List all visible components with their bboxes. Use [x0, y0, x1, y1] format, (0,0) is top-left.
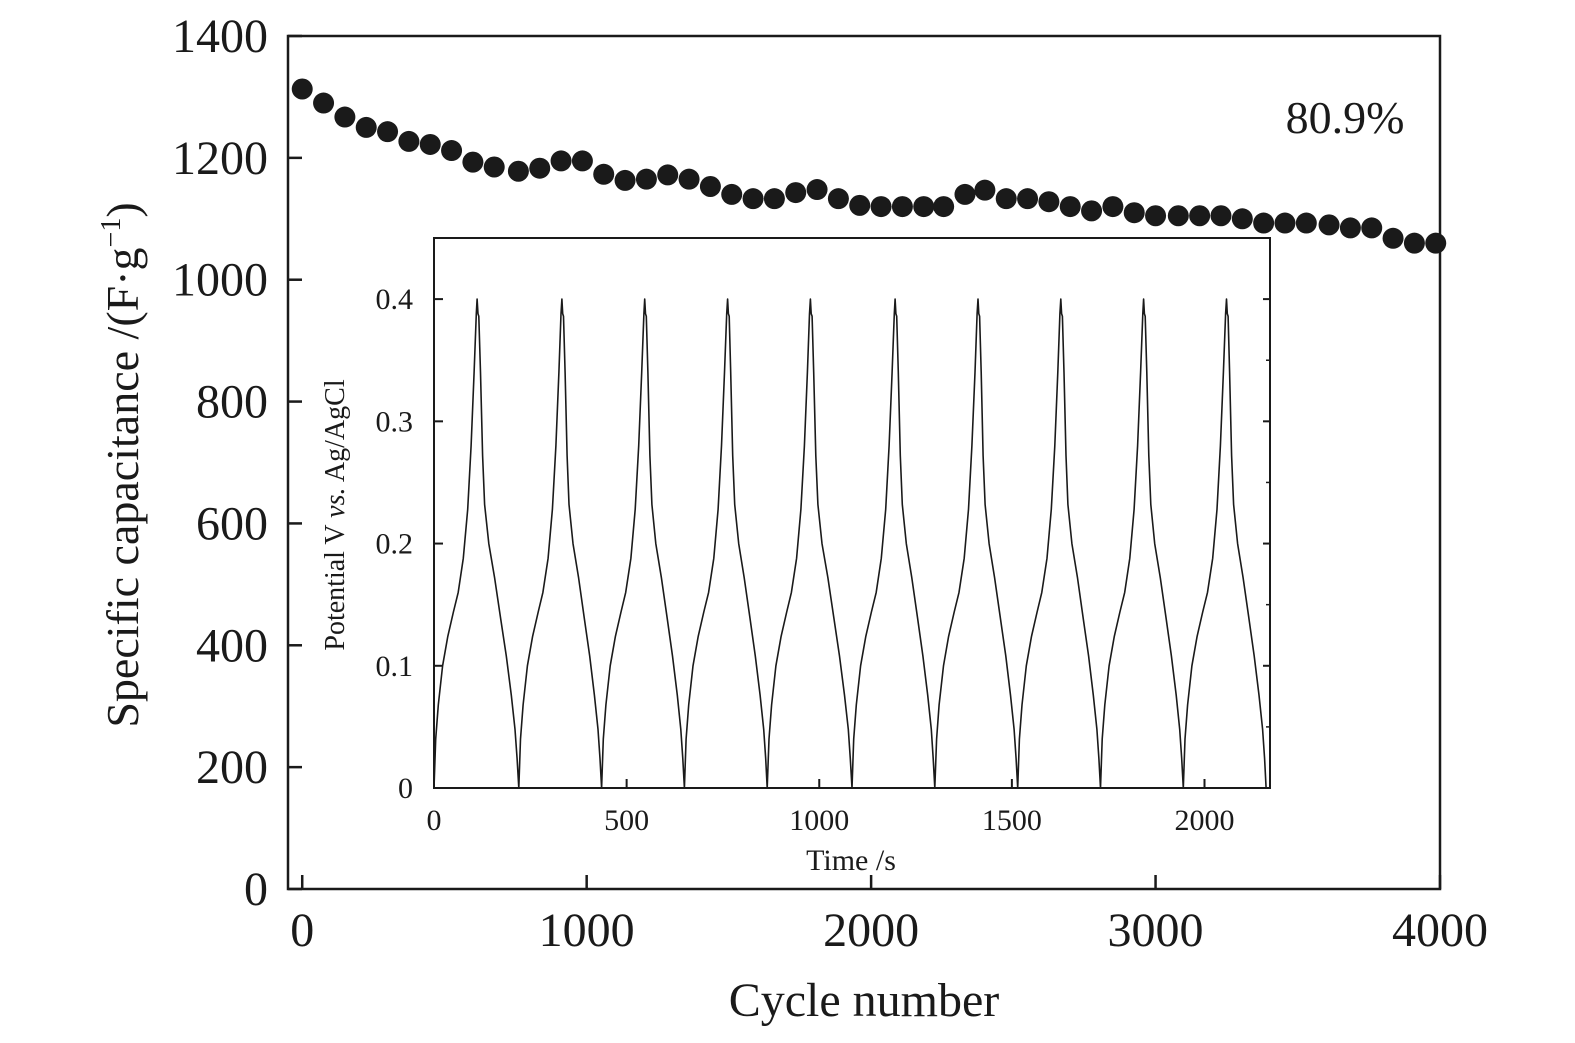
data-point — [721, 183, 743, 205]
inset-x-tick-label: 2000 — [1175, 804, 1235, 837]
data-point — [763, 188, 785, 210]
inset-x-tick-label: 0 — [427, 804, 442, 837]
inset-y-tick-label: 0.4 — [376, 283, 414, 316]
main-x-tick-label: 3000 — [1108, 904, 1204, 957]
main-y-tick-label: 1400 — [172, 10, 268, 63]
retention-annotation: 80.9% — [1286, 92, 1405, 143]
data-point — [462, 151, 484, 173]
data-point — [1318, 214, 1340, 236]
data-point — [1145, 205, 1167, 227]
data-point — [1059, 196, 1081, 218]
main-y-tick-label: 200 — [196, 741, 268, 794]
data-point — [678, 168, 700, 190]
inset-x-axis-label: Time /s — [806, 844, 896, 877]
data-point — [657, 164, 679, 186]
data-point — [1382, 227, 1404, 249]
data-point — [954, 183, 976, 205]
data-point — [355, 116, 377, 138]
data-point — [593, 163, 615, 185]
data-point — [1017, 188, 1039, 210]
data-point — [870, 196, 892, 218]
inset-x-tick-label: 1000 — [789, 804, 849, 837]
main-x-tick-label: 4000 — [1392, 904, 1488, 957]
data-point — [1274, 212, 1296, 234]
data-point — [529, 157, 551, 179]
data-point — [483, 156, 505, 178]
data-point — [806, 179, 828, 201]
data-point — [699, 175, 721, 197]
data-point — [974, 179, 996, 201]
main-y-axis-label-close: ) — [97, 202, 148, 217]
data-point — [742, 188, 764, 210]
inset-y-tick-label: 0.1 — [376, 650, 414, 683]
inset-y-axis-label: Potential V vs. Ag/AgCl — [320, 379, 351, 650]
data-point — [1189, 205, 1211, 227]
data-point — [1210, 205, 1232, 227]
main-y-tick-label: 0 — [244, 863, 268, 916]
data-point — [1167, 205, 1189, 227]
data-point — [571, 150, 593, 172]
data-point — [1425, 232, 1447, 254]
data-point — [635, 168, 657, 190]
data-point — [785, 182, 807, 204]
inset-plot-frame — [433, 237, 1271, 789]
data-point — [441, 140, 463, 162]
data-point — [933, 196, 955, 218]
main-y-axis-label-text: Specific capacitance /(F·g — [97, 247, 148, 727]
data-point — [1231, 208, 1253, 230]
inset-x-tick-label: 1500 — [982, 804, 1042, 837]
main-x-tick-label: 1000 — [539, 904, 635, 957]
inset-y-axis-label-vs: vs. — [320, 488, 351, 518]
data-point — [313, 92, 335, 114]
data-point — [1403, 232, 1425, 254]
data-point — [995, 188, 1017, 210]
main-y-tick-label: 600 — [196, 497, 268, 550]
data-point — [550, 150, 572, 172]
main-y-tick-label: 400 — [196, 619, 268, 672]
main-y-tick-label: 1000 — [172, 254, 268, 307]
data-point — [419, 133, 441, 155]
data-point — [1339, 217, 1361, 239]
data-point — [1081, 200, 1103, 222]
data-point — [291, 78, 313, 100]
main-plot-frame — [286, 34, 1442, 891]
inset-chart: 0 500 1000 1500 2000 0 0.1 0.2 0.3 0.4 Time /s Po… — [320, 237, 1271, 877]
data-point — [1361, 217, 1383, 239]
main-y-tick-label: 800 — [196, 376, 268, 429]
inset-x-tick-label: 500 — [604, 804, 649, 837]
data-point — [334, 106, 356, 128]
main-axis-ticks: 0 1000 2000 3000 4000 0 200 400 600 800 1000 1200 14… — [172, 10, 1488, 957]
main-data-points — [291, 78, 1447, 254]
data-point — [398, 130, 420, 152]
data-point — [1295, 212, 1317, 234]
main-y-axis-label-superscript: −1 — [96, 218, 127, 248]
main-y-tick-label: 1200 — [172, 132, 268, 185]
data-point — [1123, 202, 1145, 224]
inset-y-tick-label: 0 — [398, 772, 413, 805]
data-point — [913, 196, 935, 218]
data-point — [1038, 191, 1060, 213]
main-x-tick-label: 2000 — [823, 904, 919, 957]
main-chart: 0 1000 2000 3000 4000 0 200 400 600 800 1000 1200 14… — [96, 10, 1488, 1027]
inset-y-tick-label: 0.3 — [376, 405, 414, 438]
main-y-axis-label: Specific capacitance /(F·g−1) — [96, 202, 148, 727]
inset-y-axis-label-prefix: Potential V — [320, 518, 351, 651]
inset-axis-ticks: 0 500 1000 1500 2000 0 0.1 0.2 0.3 0.4 — [376, 283, 1270, 837]
data-point — [614, 169, 636, 191]
data-point — [377, 121, 399, 143]
data-point — [827, 188, 849, 210]
data-point — [1253, 212, 1275, 234]
data-point — [1102, 196, 1124, 218]
data-point — [891, 196, 913, 218]
data-point — [849, 194, 871, 216]
data-point — [507, 160, 529, 182]
main-x-axis-label: Cycle number — [729, 974, 1000, 1027]
inset-y-tick-label: 0.2 — [376, 528, 414, 561]
inset-background — [434, 238, 1270, 788]
main-x-tick-label: 0 — [290, 904, 314, 957]
inset-y-axis-label-suffix: Ag/AgCl — [320, 379, 351, 487]
